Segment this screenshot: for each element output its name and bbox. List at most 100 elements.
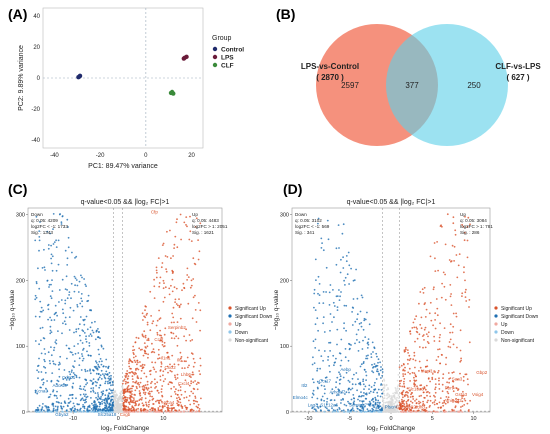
volcano-point	[414, 366, 416, 369]
volcano-point	[55, 342, 58, 345]
volcano-point	[49, 362, 51, 365]
volcano-point	[186, 274, 189, 276]
volcano-point	[329, 284, 332, 286]
volcano-point	[73, 331, 75, 334]
volcano-point	[81, 276, 83, 279]
volcano-point	[159, 379, 162, 381]
volcano-point	[102, 408, 104, 411]
volcano-gene-label: Cmtr1	[368, 403, 381, 408]
volcano-point	[143, 342, 146, 344]
volcano-point	[139, 394, 142, 397]
volcano-point	[185, 216, 188, 219]
volcano-point	[364, 336, 367, 338]
volcano-point	[83, 395, 86, 397]
volcano-point	[124, 388, 126, 391]
volcano-point	[105, 399, 108, 402]
volcano-point	[321, 379, 323, 382]
volcano-point	[103, 401, 106, 404]
volcano-point	[126, 381, 129, 384]
volcano-point	[179, 351, 182, 354]
volcano-point	[176, 399, 179, 402]
volcano-point	[40, 310, 43, 313]
volcano-point	[108, 388, 111, 390]
volcano-point	[171, 404, 174, 406]
volcano-point	[199, 364, 202, 367]
volcano-point	[159, 399, 162, 401]
volcano-point	[68, 347, 71, 350]
volcano-point	[35, 409, 38, 411]
volcano-point	[383, 397, 386, 400]
volcano-point	[343, 411, 345, 413]
volcano-point	[35, 215, 38, 218]
volcano-point	[193, 399, 196, 402]
volcano-point	[178, 298, 180, 300]
volcano-point	[176, 397, 178, 400]
volcano-point	[422, 403, 425, 405]
volcano-point	[98, 405, 101, 408]
venn-count-intersection: 377	[405, 81, 419, 90]
volcano-point	[191, 317, 194, 320]
volcano-y-tick: 300	[280, 213, 289, 219]
volcano-point	[171, 407, 174, 410]
volcano-point	[325, 291, 327, 293]
volcano-point	[61, 408, 64, 410]
volcano-point	[182, 282, 185, 285]
volcano-point	[128, 403, 131, 406]
volcano-point	[94, 320, 96, 323]
volcano-point	[342, 223, 345, 226]
volcano-point	[338, 352, 341, 354]
volcano-point	[160, 336, 163, 339]
volcano-point	[186, 279, 189, 281]
volcano-point	[321, 395, 324, 398]
volcano-point	[34, 298, 37, 301]
volcano-point	[175, 335, 178, 338]
volcano-point	[339, 364, 342, 367]
volcano-point	[369, 403, 372, 406]
volcano-point	[191, 353, 194, 355]
volcano-point	[395, 398, 398, 401]
volcano-point	[311, 378, 314, 381]
volcano-point	[128, 391, 130, 393]
volcano-point	[381, 371, 384, 373]
volcano-point	[90, 387, 93, 390]
volcano-point	[327, 238, 330, 241]
volcano-point	[52, 213, 55, 215]
volcano-point	[169, 407, 171, 410]
volcano-point	[366, 311, 368, 314]
volcano-gene-label: Ldhd	[415, 405, 426, 410]
volcano-point	[40, 409, 43, 412]
volcano-point	[142, 404, 145, 406]
volcano-point	[187, 302, 190, 305]
volcano-point	[320, 355, 323, 357]
volcano-point	[323, 385, 326, 387]
volcano-point	[116, 407, 118, 409]
volcano-point	[348, 348, 351, 351]
volcano-point	[75, 328, 78, 331]
volcano-point	[78, 376, 81, 379]
volcano-point	[311, 392, 314, 395]
volcano-point	[431, 373, 434, 375]
volcano-title: q-value<0.05 && |log₂ FC|>1	[81, 199, 170, 206]
volcano-point	[311, 396, 314, 399]
volcano-point	[357, 378, 359, 380]
volcano-point	[35, 282, 38, 285]
volcano-point	[422, 391, 425, 394]
volcano-point	[319, 405, 322, 408]
volcano-point	[73, 345, 76, 347]
volcano-point	[41, 411, 44, 413]
volcano-point	[112, 401, 114, 404]
volcano-point	[403, 382, 405, 385]
volcano-point	[434, 378, 437, 380]
volcano-point	[158, 285, 161, 288]
volcano-point	[368, 388, 370, 390]
volcano-point	[66, 357, 68, 360]
volcano-point	[177, 363, 180, 366]
volcano-point	[411, 407, 413, 409]
volcano-point	[89, 333, 92, 336]
volcano-point	[111, 392, 113, 394]
volcano-point	[54, 341, 57, 343]
volcano-point	[363, 388, 365, 390]
volcano-point	[168, 381, 171, 383]
volcano-point	[365, 355, 368, 357]
volcano-point	[385, 410, 388, 413]
